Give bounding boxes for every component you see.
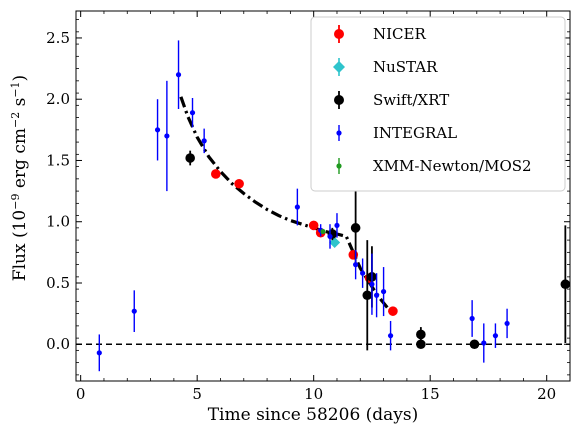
data-point [131,308,137,314]
data-point [320,228,326,235]
y-axis-label-exp1: −9 [9,194,22,210]
legend-entry: Swift/XRT [334,91,449,109]
data-point [560,279,570,290]
data-point [388,306,398,316]
y-tick-label: 0.5 [46,274,70,292]
data-point [360,270,366,276]
data-point [211,169,221,179]
y-tick-label: 2.5 [46,29,70,47]
legend-label: XMM-Newton/MOS2 [373,157,532,175]
series-integral [96,40,510,372]
data-point [380,288,387,295]
y-axis-label-mid1: erg cm [10,128,30,194]
y-axis-label-mid2: s [10,98,30,112]
data-point [164,133,170,139]
plot-frame [75,10,571,382]
y-axis-label-exp2: −2 [9,112,22,128]
series-xmm-newton-mos2 [320,228,326,235]
data-point [362,290,373,301]
x-tick-label: 20 [537,385,556,403]
data-point [469,339,480,350]
data-point [369,281,375,287]
data-point [201,138,207,144]
data-point [334,222,340,229]
legend-box [310,16,566,192]
y-axis-label-prefix: Flux (10 [10,210,30,281]
data-point [492,333,499,339]
y-axis-label-suffix: ) [10,75,30,82]
x-tick-label: 10 [304,385,323,403]
x-axis-label: Time since 58206 (days) [208,405,419,425]
legend-label: Swift/XRT [373,91,449,109]
data-point [416,339,426,350]
legend-marker [334,95,344,105]
legend-label: NuSTAR [373,58,438,76]
x-tick-label: 0 [76,385,86,403]
data-point [327,233,333,240]
legend-marker [334,29,344,39]
data-point [185,153,195,163]
x-tick-label: 15 [421,385,440,403]
y-tick-label: 2.0 [46,90,70,108]
data-point [308,220,319,231]
axes: 0 5 10 15 20 0.0 0.5 1.0 1.5 2.0 2.5 [46,10,571,403]
data-point [189,110,196,116]
plot-area [76,40,570,372]
legend-label: NICER [373,25,426,43]
data-point [154,127,161,133]
x-tick-label: 5 [192,385,202,403]
data-point [504,320,510,327]
legend-label: INTEGRAL [373,124,457,142]
legend-marker [333,61,345,73]
data-point [353,262,359,268]
data-point [96,350,102,356]
data-point [175,72,182,78]
data-point [416,329,426,340]
y-tick-label: 1.0 [46,213,70,231]
legend-entry: NICER [334,25,426,43]
y-tick-label: 0.0 [46,335,70,353]
data-point [387,333,394,339]
data-point [350,223,361,233]
data-point [481,340,487,346]
model-decay-curve [179,96,395,317]
data-point [348,250,359,260]
y-axis-label: Flux (10−9 erg cm−2 s−1) [9,75,31,281]
data-point [234,178,244,189]
y-tick-label: 1.5 [46,151,70,169]
data-point [373,292,380,298]
plot-inner [76,40,570,372]
legend-marker [336,130,342,136]
data-point [469,315,475,322]
legend-entry: NuSTAR [333,58,438,76]
legend-entry: INTEGRAL [336,124,457,142]
legend-entry: XMM-Newton/MOS2 [336,157,532,175]
data-point [294,204,300,210]
legend: NICER NuSTAR Swift/XRT INTEGRAL XMM-Newton/M… [310,16,566,192]
legend-marker [336,163,342,169]
y-axis-label-exp3: −1 [9,81,22,97]
